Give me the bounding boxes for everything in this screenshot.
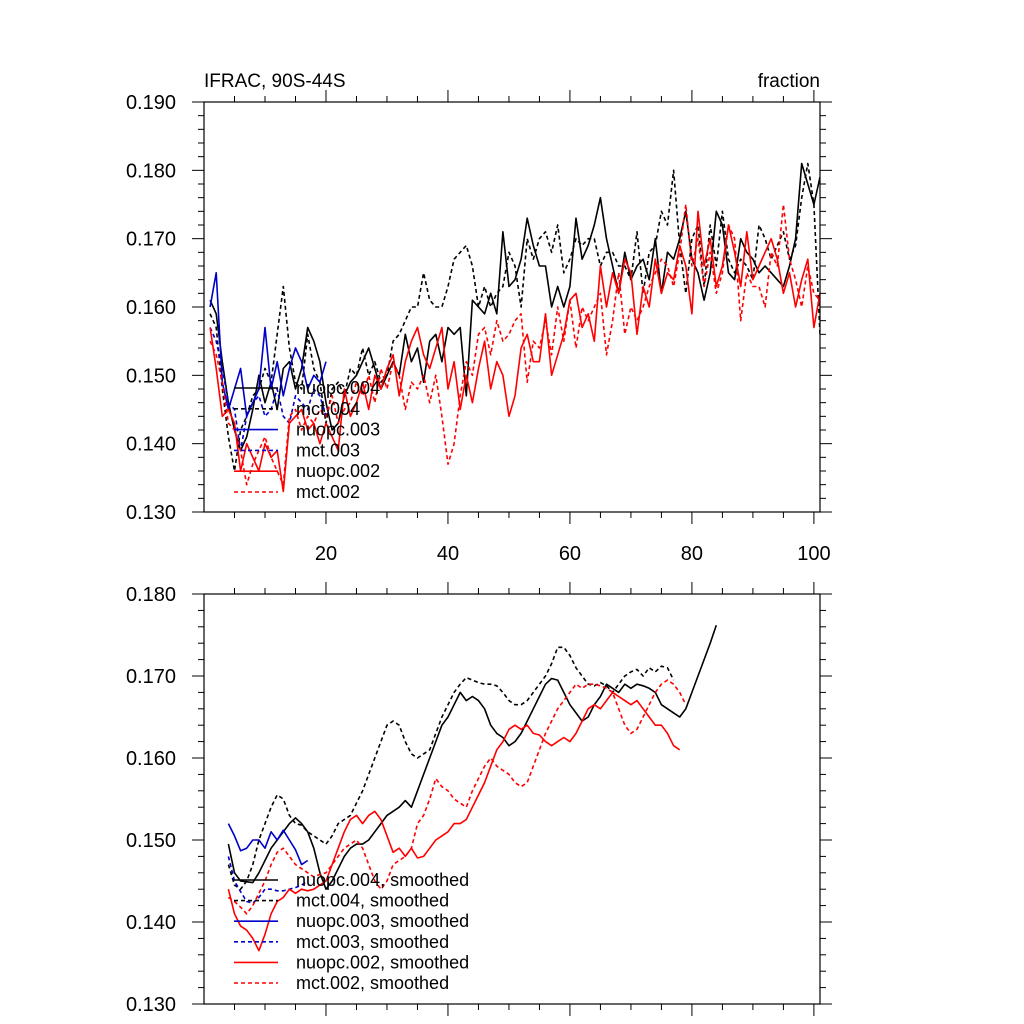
legend-label: mct.002, smoothed bbox=[296, 973, 449, 993]
series-line-mct-002-smoothed bbox=[227, 679, 687, 915]
legend-label: mct.003, smoothed bbox=[296, 932, 449, 952]
y-tick-label: 0.130 bbox=[126, 994, 176, 1016]
legend-label: mct.004, smoothed bbox=[296, 891, 449, 911]
legend: nuopc.004mct.004nuopc.003mct.003nuopc.00… bbox=[234, 378, 380, 502]
y-tick-label: 0.160 bbox=[126, 748, 176, 770]
legend-label: nuopc.003, smoothed bbox=[296, 911, 469, 931]
plot-frame bbox=[203, 593, 821, 1005]
series-line-nuopc-003 bbox=[209, 271, 327, 418]
series-line-nuopc-003-smoothed bbox=[227, 823, 309, 866]
legend-label: mct.003 bbox=[296, 440, 360, 460]
y-tick-label: 0.140 bbox=[126, 912, 176, 934]
y-tick-label: 0.160 bbox=[126, 297, 176, 319]
y-tick-label: 0.170 bbox=[126, 229, 176, 251]
chart-title: IFRAC, 90S-44S bbox=[204, 71, 346, 92]
x-tick-label: 100 bbox=[797, 543, 830, 565]
series-group bbox=[209, 162, 820, 493]
y-tick-label: 0.150 bbox=[126, 365, 176, 387]
x-tick-label: 80 bbox=[681, 543, 703, 565]
series-line-mct-004-smoothed bbox=[227, 646, 675, 891]
x-tick-label: 60 bbox=[559, 543, 581, 565]
y-tick-label: 0.140 bbox=[126, 434, 176, 456]
y-tick-label: 0.190 bbox=[126, 92, 176, 114]
legend-label: nuopc.002 bbox=[296, 461, 380, 481]
top-panel: IFRAC, 90S-44S fraction 20 40 60 80 100 0.130 0.… bbox=[126, 71, 832, 565]
series-line-nuopc-002-smoothed bbox=[227, 691, 681, 952]
legend-label: mct.004 bbox=[296, 399, 360, 419]
series-line-mct-004 bbox=[209, 162, 820, 472]
units-label: fraction bbox=[758, 71, 820, 92]
x-tick-label: 20 bbox=[315, 543, 337, 565]
legend-label: nuopc.004, smoothed bbox=[296, 870, 469, 890]
series-line-nuopc-004-smoothed bbox=[227, 624, 718, 891]
y-tick-label: 0.180 bbox=[126, 160, 176, 182]
legend-label: nuopc.003 bbox=[296, 420, 380, 440]
legend-label: nuopc.004 bbox=[296, 378, 380, 398]
legend-label: mct.002 bbox=[296, 482, 360, 502]
y-tick-label: 0.150 bbox=[126, 830, 176, 852]
y-tick-label: 0.130 bbox=[126, 502, 176, 524]
series-line-mct-003 bbox=[209, 327, 327, 452]
series-line-nuopc-002 bbox=[209, 210, 820, 493]
series-line-mct-002 bbox=[209, 203, 820, 486]
series-group bbox=[227, 624, 718, 952]
x-tick-label: 40 bbox=[437, 543, 459, 565]
y-tick-label: 0.180 bbox=[126, 584, 176, 606]
bottom-panel: 0.130 0.140 0.150 0.160 0.170 0.180 nuopc.004,… bbox=[126, 582, 832, 1016]
legend-label: nuopc.002, smoothed bbox=[296, 952, 469, 972]
series-line-nuopc-004 bbox=[209, 162, 820, 452]
y-tick-label: 0.170 bbox=[126, 666, 176, 688]
series-line-mct-003-smoothed bbox=[227, 856, 309, 904]
